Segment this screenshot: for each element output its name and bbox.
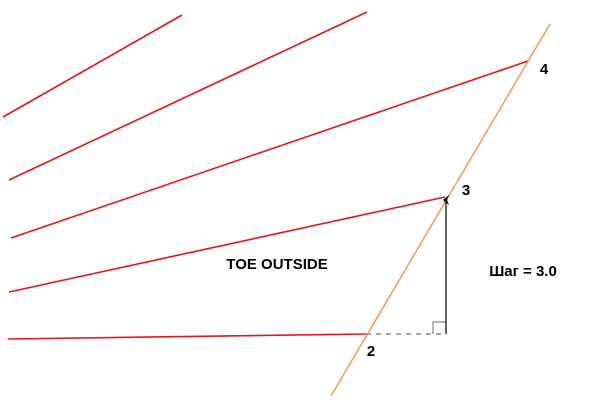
red-line bbox=[10, 60, 529, 239]
right-angle bbox=[432, 321, 446, 334]
red-line bbox=[8, 196, 446, 293]
region-label: TOE OUTSIDE bbox=[226, 256, 327, 273]
step-label: Шаг = 3.0 bbox=[489, 263, 557, 280]
orange-line bbox=[330, 23, 551, 397]
point-label: 3 bbox=[462, 182, 470, 199]
point-label: 2 bbox=[367, 343, 375, 360]
red-line bbox=[2, 14, 183, 118]
point-label: 4 bbox=[540, 61, 549, 78]
red-lines bbox=[2, 11, 529, 340]
red-line bbox=[8, 11, 368, 181]
red-line bbox=[7, 333, 367, 340]
